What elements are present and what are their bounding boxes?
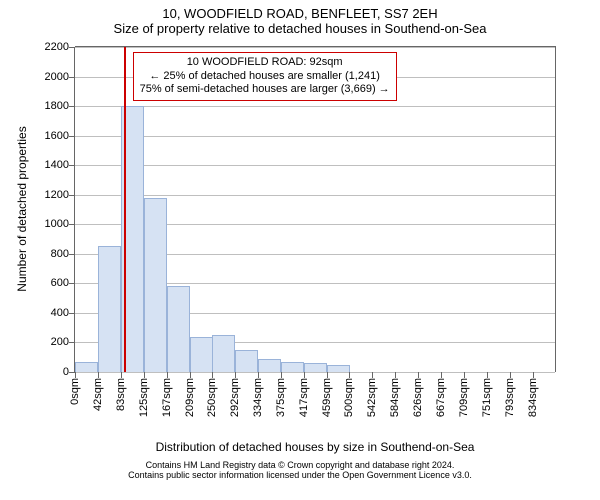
x-tick-label: 167sqm bbox=[161, 378, 173, 417]
x-tick-label: 334sqm bbox=[252, 378, 264, 417]
y-tick-label: 200 bbox=[51, 336, 75, 348]
annotation-box: 10 WOODFIELD ROAD: 92sqm← 25% of detache… bbox=[133, 52, 397, 101]
y-tick-label: 1400 bbox=[45, 159, 75, 171]
histogram-bar bbox=[167, 286, 190, 372]
footer-line-2: Contains public sector information licen… bbox=[0, 470, 600, 480]
x-tick-label: 459sqm bbox=[321, 378, 333, 417]
annotation-line: 75% of semi-detached houses are larger (… bbox=[140, 83, 390, 97]
chart-container: 10, WOODFIELD ROAD, BENFLEET, SS7 2EH Si… bbox=[0, 0, 600, 500]
property-marker-line bbox=[124, 47, 126, 372]
y-tick-label: 0 bbox=[63, 366, 75, 378]
x-tick-label: 709sqm bbox=[458, 378, 470, 417]
gridline bbox=[75, 47, 555, 48]
title-line-2: Size of property relative to detached ho… bbox=[0, 21, 600, 36]
x-tick-label: 542sqm bbox=[366, 378, 378, 417]
y-axis-line bbox=[74, 47, 75, 372]
y-tick-label: 800 bbox=[51, 248, 75, 260]
x-tick-label: 83sqm bbox=[115, 378, 127, 411]
histogram-bar bbox=[327, 365, 350, 372]
x-tick-label: 793sqm bbox=[504, 378, 516, 417]
y-tick-label: 1200 bbox=[45, 189, 75, 201]
x-tick-label: 42sqm bbox=[92, 378, 104, 411]
y-tick-label: 1000 bbox=[45, 218, 75, 230]
x-tick-label: 250sqm bbox=[206, 378, 218, 417]
histogram-bar bbox=[98, 246, 121, 372]
footer-attribution: Contains HM Land Registry data © Crown c… bbox=[0, 460, 600, 480]
x-tick-label: 292sqm bbox=[229, 378, 241, 417]
x-axis-title: Distribution of detached houses by size … bbox=[156, 440, 475, 454]
y-tick-label: 600 bbox=[51, 277, 75, 289]
x-tick-label: 751sqm bbox=[481, 378, 493, 417]
gridline bbox=[75, 372, 555, 373]
histogram-bar bbox=[75, 362, 98, 372]
gridline bbox=[75, 165, 555, 166]
histogram-bar bbox=[281, 362, 304, 372]
y-tick-label: 2200 bbox=[45, 41, 75, 53]
gridline bbox=[75, 136, 555, 137]
y-tick-label: 400 bbox=[51, 307, 75, 319]
x-tick-label: 0sqm bbox=[69, 378, 81, 405]
gridline bbox=[75, 195, 555, 196]
gridline bbox=[75, 106, 555, 107]
x-tick-label: 500sqm bbox=[343, 378, 355, 417]
y-tick-label: 1800 bbox=[45, 100, 75, 112]
annotation-line: 10 WOODFIELD ROAD: 92sqm bbox=[140, 56, 390, 70]
annotation-line: ← 25% of detached houses are smaller (1,… bbox=[140, 70, 390, 84]
y-tick-label: 1600 bbox=[45, 130, 75, 142]
x-tick-label: 834sqm bbox=[527, 378, 539, 417]
x-tick-label: 375sqm bbox=[275, 378, 287, 417]
histogram-bar bbox=[258, 359, 281, 372]
x-tick-label: 125sqm bbox=[138, 378, 150, 417]
y-axis-title: Number of detached properties bbox=[15, 126, 29, 291]
histogram-bar bbox=[304, 363, 327, 372]
histogram-bar bbox=[190, 337, 213, 372]
x-tick-label: 584sqm bbox=[389, 378, 401, 417]
histogram-bar bbox=[235, 350, 258, 372]
plot-area: 0200400600800100012001400160018002000220… bbox=[75, 46, 556, 372]
title-line-1: 10, WOODFIELD ROAD, BENFLEET, SS7 2EH bbox=[0, 0, 600, 21]
y-tick-label: 2000 bbox=[45, 71, 75, 83]
footer-line-1: Contains HM Land Registry data © Crown c… bbox=[0, 460, 600, 470]
x-tick-label: 667sqm bbox=[435, 378, 447, 417]
histogram-bar bbox=[212, 335, 235, 372]
x-tick-label: 417sqm bbox=[298, 378, 310, 417]
histogram-bar bbox=[144, 198, 167, 372]
x-tick-label: 626sqm bbox=[412, 378, 424, 417]
x-tick-label: 209sqm bbox=[184, 378, 196, 417]
